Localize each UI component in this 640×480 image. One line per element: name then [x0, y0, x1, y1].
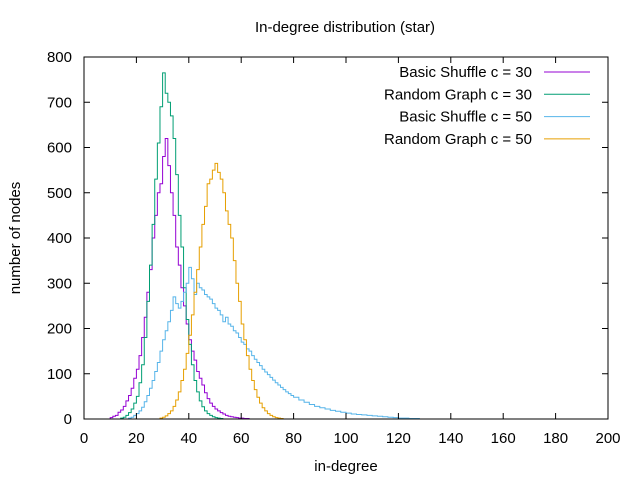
legend-item: Basic Shuffle c = 30 — [399, 64, 590, 81]
legend-label: Basic Shuffle c = 50 — [399, 109, 532, 126]
y-tick-label: 500 — [47, 185, 72, 202]
y-tick-label: 300 — [47, 275, 72, 292]
legend: Basic Shuffle c = 30 Random Graph c = 30 B… — [384, 64, 590, 148]
x-tick-label: 40 — [180, 430, 197, 447]
legend-item: Random Graph c = 30 — [384, 86, 590, 103]
x-tick-label: 100 — [333, 430, 358, 447]
legend-item: Random Graph c = 50 — [384, 131, 590, 148]
x-tick-label: 140 — [438, 430, 463, 447]
y-tick-label: 200 — [47, 321, 72, 338]
series-line-1 — [107, 137, 252, 420]
axes-layer: 0 20 40 60 80 100 120 140 160 180 200 0 100 200 300 400… — [47, 49, 621, 447]
x-tick-label: 20 — [128, 430, 145, 447]
y-tick-label: 800 — [47, 49, 72, 66]
x-tick-label: 200 — [595, 430, 620, 447]
legend-label: Random Graph c = 30 — [384, 86, 532, 103]
x-tick-label: 0 — [80, 430, 88, 447]
y-axis-label: number of nodes — [7, 182, 24, 295]
y-tick-label: 400 — [47, 230, 72, 247]
legend-label: Basic Shuffle c = 30 — [399, 64, 532, 81]
chart-title: In-degree distribution (star) — [255, 19, 435, 36]
series-line-3 — [125, 266, 422, 420]
x-tick-label: 180 — [543, 430, 568, 447]
legend-label: Random Graph c = 50 — [384, 131, 532, 148]
series-layer — [107, 72, 422, 420]
y-tick-label: 100 — [47, 366, 72, 383]
x-tick-label: 120 — [386, 430, 411, 447]
x-tick-label: 60 — [233, 430, 250, 447]
series-line-4 — [157, 162, 286, 420]
x-tick-label: 80 — [285, 430, 302, 447]
x-tick-label: 160 — [491, 430, 516, 447]
y-tick-label: 0 — [64, 411, 72, 428]
y-tick-label: 700 — [47, 94, 72, 111]
y-tick-label: 600 — [47, 140, 72, 157]
x-axis-label: in-degree — [314, 458, 377, 475]
legend-item: Basic Shuffle c = 50 — [399, 109, 590, 126]
series-line-2 — [118, 72, 226, 420]
